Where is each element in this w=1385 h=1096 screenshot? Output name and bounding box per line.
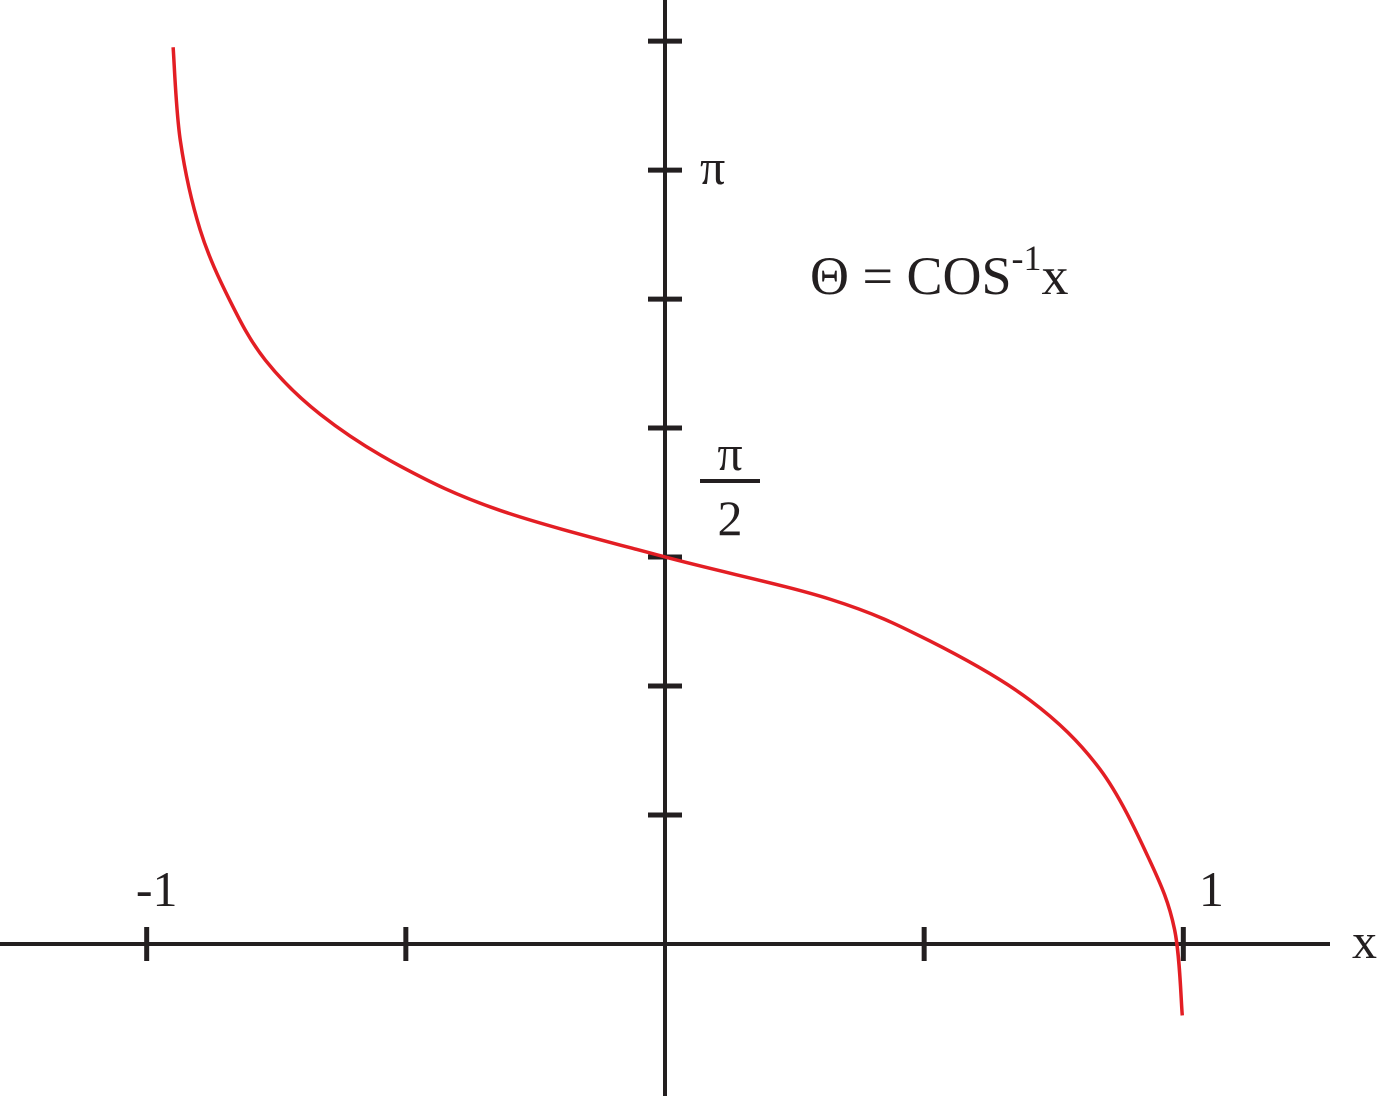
fraction-denominator: 2 <box>718 490 743 546</box>
curve <box>171 47 1185 1016</box>
x-tick-label: -1 <box>136 861 178 917</box>
y-tick-label: π <box>700 139 725 195</box>
annotation-text: Θ = COS <box>810 246 1012 306</box>
annotation: Θ = COS-1x <box>810 238 1069 306</box>
x-tick-label: 1 <box>1199 861 1224 917</box>
fraction-numerator: π <box>717 425 742 481</box>
annotation-superscript: -1 <box>1012 238 1042 278</box>
x-axis-label: x <box>1352 913 1377 969</box>
annotation-suffix: x <box>1042 246 1069 306</box>
